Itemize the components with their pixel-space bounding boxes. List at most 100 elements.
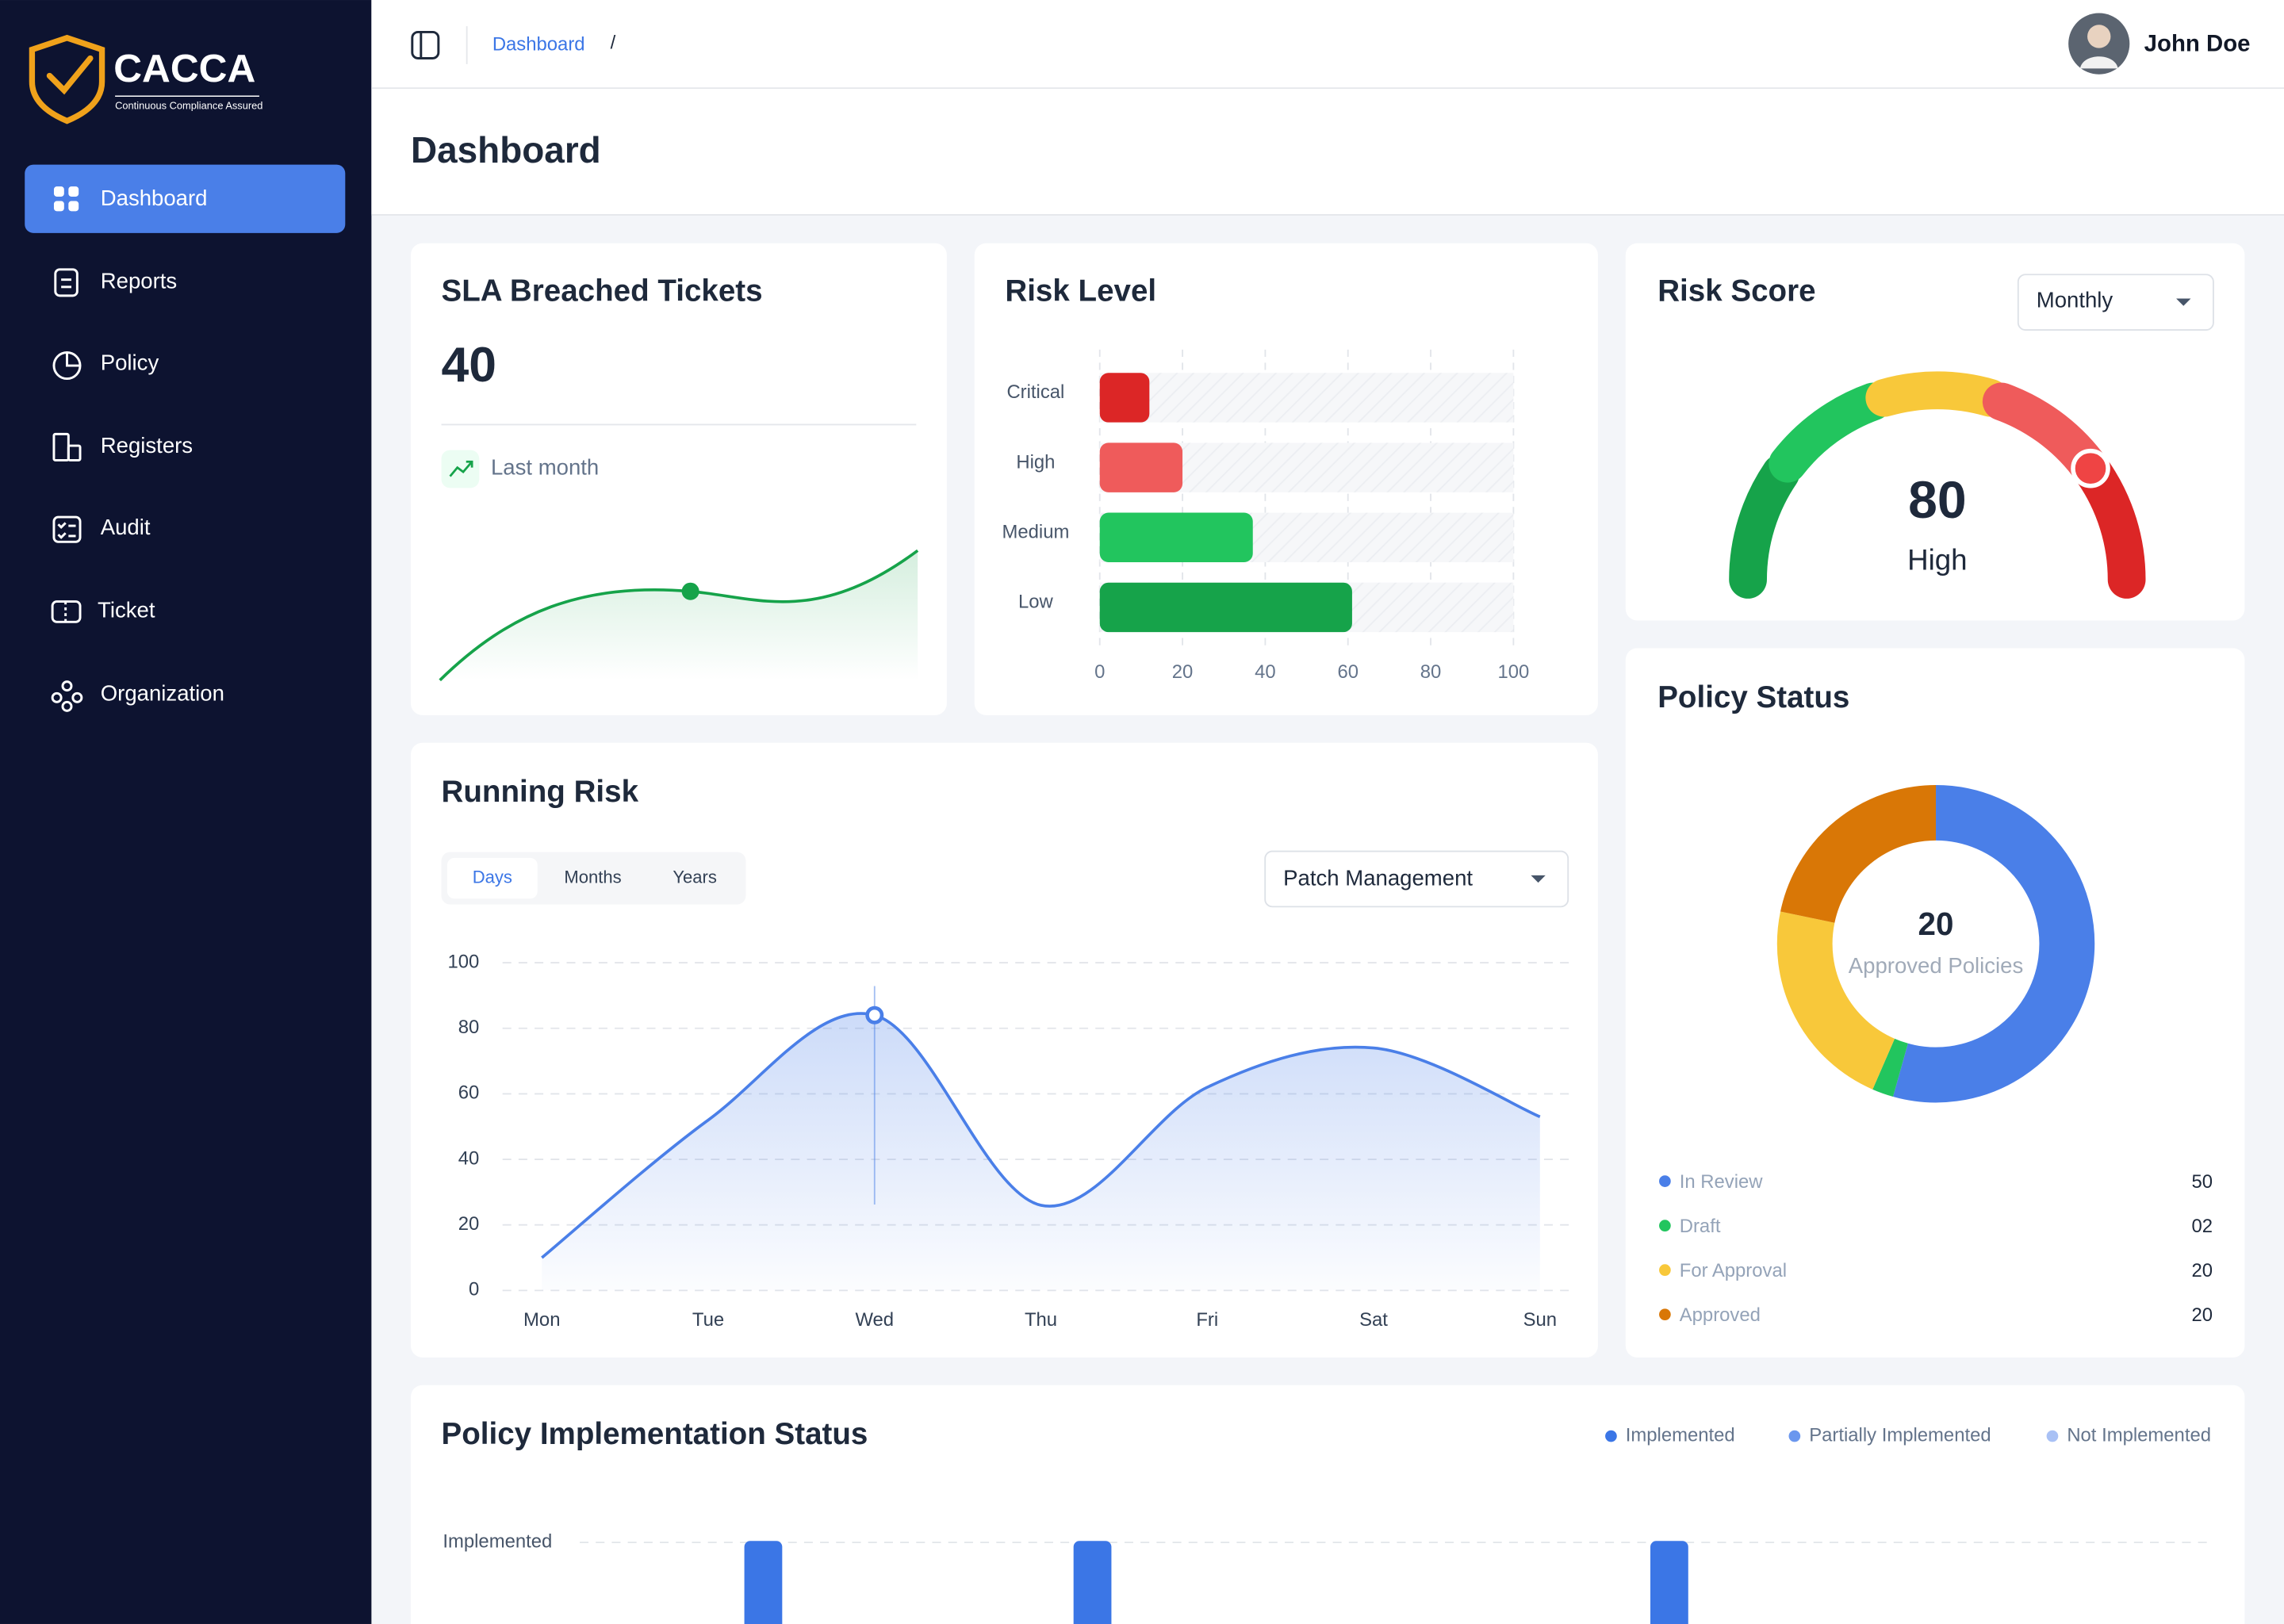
y-tick-label: High (1016, 451, 1055, 473)
trend-icon (449, 460, 473, 477)
legend-value: 02 (2191, 1216, 2213, 1237)
bar-partial (1073, 1541, 1112, 1624)
nav-item[interactable]: Dashboard (101, 186, 208, 210)
sparkline-dot (681, 582, 699, 600)
legend-dot (1659, 1220, 1671, 1231)
breadcrumb-separator: / (611, 32, 616, 53)
y-tick-label: 100 (447, 951, 479, 972)
line (541, 1012, 1541, 1259)
legend-label: In Review (1680, 1171, 1764, 1193)
point (865, 1005, 884, 1025)
legend-label: Draft (1680, 1216, 1721, 1237)
logo-shield (29, 34, 105, 124)
legend-dot (1659, 1264, 1671, 1276)
y-tick-label: Medium (1002, 522, 1069, 543)
bar-track (1099, 373, 1514, 423)
legend-dot (1605, 1430, 1617, 1442)
filter-dropdown[interactable] (1264, 850, 1569, 908)
donut-center-value: 20 (1918, 906, 1954, 942)
y-tick-label: Low (1018, 592, 1054, 613)
legend-dot (1659, 1308, 1671, 1321)
page-title: Dashboard (411, 129, 601, 170)
x-tick-label: 20 (1172, 661, 1194, 683)
card-title: SLA Breached Tickets (442, 274, 763, 308)
tab[interactable]: Months (564, 867, 621, 887)
nav-item[interactable]: Organization (101, 680, 224, 705)
y-tick-label: 60 (458, 1082, 480, 1104)
x-tick-label: 40 (1255, 661, 1276, 683)
gauge-segment (1865, 371, 2010, 417)
bar-partial (1650, 1541, 1688, 1624)
nav-item[interactable]: Reports (101, 269, 177, 293)
sidebar-toggle[interactable] (411, 30, 440, 59)
legend-label: Approved (1680, 1304, 1761, 1326)
x-tick-label: Fri (1196, 1309, 1218, 1331)
breadcrumb[interactable]: Dashboard (492, 33, 585, 55)
y-tick-label: 20 (458, 1213, 480, 1235)
x-tick-label: Sun (1523, 1309, 1557, 1331)
gauge-marker (2071, 448, 2110, 488)
tab[interactable]: Years (673, 867, 717, 887)
period-dropdown[interactable] (2017, 274, 2214, 331)
caret (1531, 875, 1546, 883)
sparkline-area (439, 550, 918, 680)
card (1625, 243, 2245, 621)
nav-item[interactable]: Ticket (98, 598, 155, 622)
donut-segment (1776, 911, 1895, 1090)
y-tick-label: 80 (458, 1017, 480, 1038)
sidebar (0, 0, 372, 1624)
nav-active[interactable] (25, 164, 346, 233)
y-tick-label: 40 (458, 1147, 480, 1169)
gauge-segment (1769, 382, 1892, 483)
tagline: Continuous Compliance Assured (115, 99, 263, 111)
user-name[interactable]: John Doe (2144, 31, 2251, 57)
caret (2176, 298, 2191, 306)
donut-segment (1893, 785, 2095, 1103)
x-tick-label: 80 (1420, 661, 1442, 683)
header (371, 0, 2284, 215)
donut-segment (1780, 785, 1937, 924)
card-title: Risk Level (1005, 274, 1156, 308)
donut-center-label: Approved Policies (1849, 953, 2024, 978)
card (1625, 648, 2245, 1358)
logo: CACCA Continuous Compliance Assured (29, 34, 263, 124)
card-title: Policy Implementation Status (442, 1417, 868, 1451)
x-tick-label: Sat (1359, 1309, 1388, 1331)
card (410, 1385, 2245, 1624)
bar (1099, 512, 1253, 562)
x-tick-label: 60 (1337, 661, 1359, 683)
legend-label: Not Implemented (2067, 1424, 2211, 1446)
tab[interactable]: Days (473, 867, 512, 887)
nav-item[interactable]: Policy (101, 350, 159, 374)
logo-check (46, 55, 94, 95)
donut-segment (1872, 1038, 1909, 1097)
legend-dot (1788, 1430, 1801, 1442)
x-tick-label: Tue (692, 1309, 724, 1331)
legend-value: 20 (2191, 1260, 2213, 1281)
y-tick-label: Critical (1006, 381, 1064, 403)
bar (1099, 442, 1183, 492)
line-area (542, 1013, 1540, 1291)
avatar-face (2087, 25, 2111, 48)
y-tick-label: Implemented (443, 1530, 552, 1552)
tab-active[interactable] (446, 857, 538, 899)
bar (1099, 373, 1150, 423)
x-tick-label: 100 (1497, 661, 1529, 683)
bar (1099, 582, 1352, 633)
gauge-value: 80 (1908, 471, 1967, 530)
card-title: Policy Status (1657, 680, 1849, 714)
nav-item[interactable]: Audit (101, 515, 151, 539)
card (410, 243, 947, 715)
card-title: Running Risk (442, 775, 639, 809)
nav-item[interactable]: Registers (101, 433, 193, 458)
avatar-body (2079, 56, 2118, 69)
legend-value: 50 (2191, 1171, 2213, 1193)
bar-partial (744, 1541, 783, 1624)
legend-value: 20 (2191, 1304, 2213, 1326)
x-tick-label: Thu (1025, 1309, 1057, 1331)
filter-label: Patch Management (1283, 866, 1473, 891)
nav-icon-dashboard (53, 186, 79, 212)
period-label: Monthly (2037, 288, 2113, 312)
